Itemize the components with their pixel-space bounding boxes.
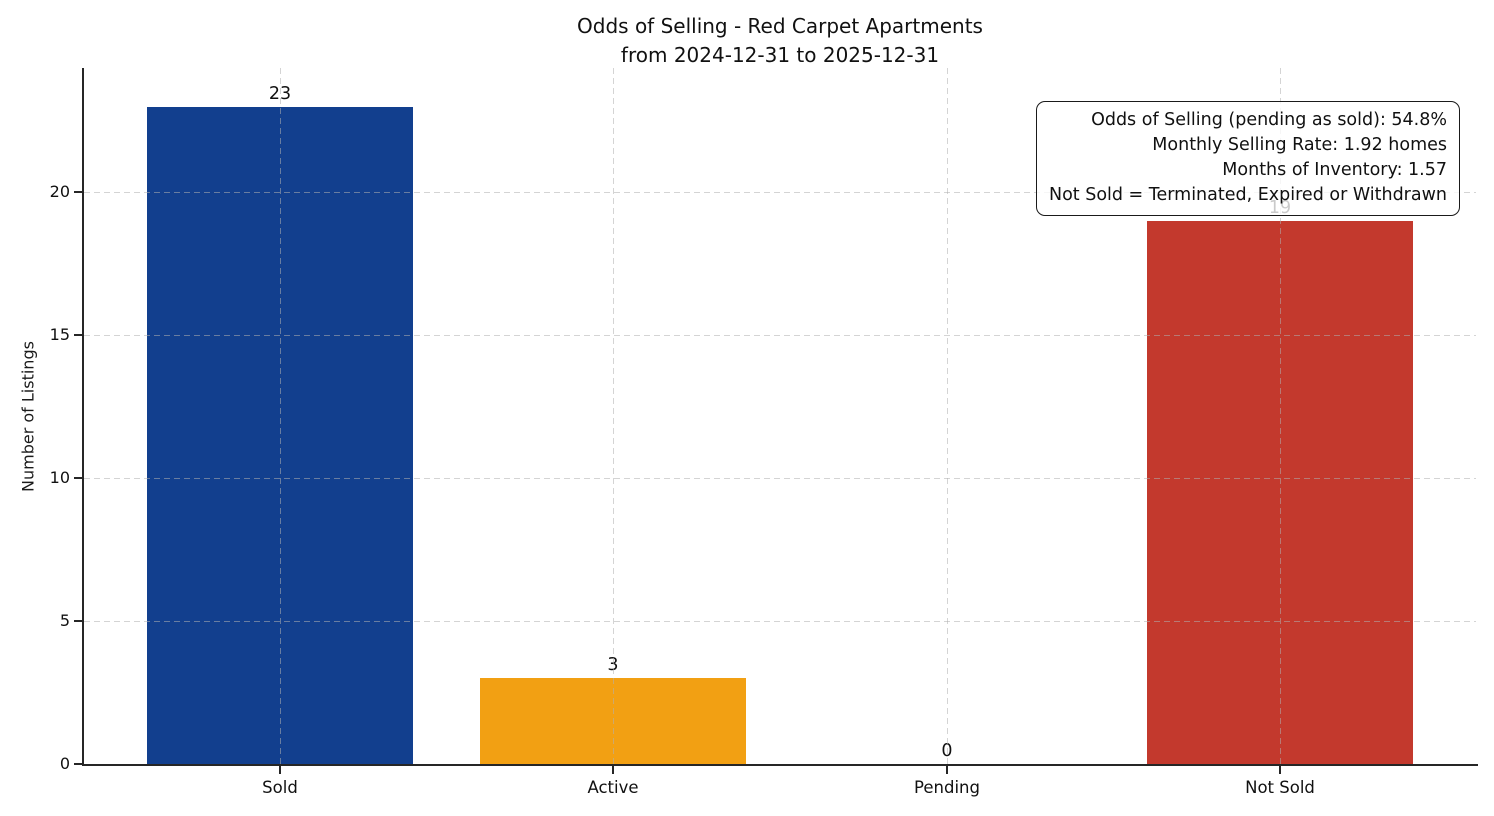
y-tick-mark: [74, 334, 82, 337]
x-tick-label-active: Active: [587, 778, 639, 797]
y-tick-label: 0: [59, 754, 70, 773]
bar-value-label: 3: [573, 655, 653, 675]
annotation-monthly-selling-rate: Monthly Selling Rate: 1.92 homes: [1152, 135, 1447, 155]
vertical-gridline: [280, 68, 281, 764]
plot-area: 233019: [84, 68, 1476, 764]
x-tick-mark: [279, 766, 281, 774]
horizontal-gridline: [84, 192, 1476, 194]
vertical-gridline: [947, 68, 948, 764]
x-tick-mark: [946, 766, 948, 774]
annotation-odds-of-selling: Odds of Selling (pending as sold): 54.8%: [1091, 110, 1447, 130]
chart-title-line2: from 2024-12-31 to 2025-12-31: [620, 43, 940, 67]
chart-title: Odds of Selling - Red Carpet Apartments …: [84, 12, 1476, 70]
y-tick-label: 10: [49, 468, 70, 488]
horizontal-gridline: [84, 478, 1476, 480]
bar-value-label: 0: [907, 741, 987, 761]
y-tick-label: 15: [49, 325, 70, 345]
y-tick-mark: [74, 763, 82, 765]
annotation-not-sold-definition: Not Sold = Terminated, Expired or Withdr…: [1048, 185, 1447, 205]
y-tick-label: 5: [59, 611, 70, 631]
x-tick-label-not-sold: Not Sold: [1245, 778, 1315, 797]
x-tick-mark: [1279, 766, 1281, 774]
chart-title-line1: Odds of Selling - Red Carpet Apartments: [577, 14, 983, 38]
horizontal-gridline: [84, 621, 1476, 623]
y-tick-mark: [74, 620, 82, 623]
x-tick-label-pending: Pending: [914, 778, 980, 797]
vertical-gridline: [1280, 68, 1281, 764]
vertical-gridline: [613, 68, 614, 764]
x-tick-mark: [612, 766, 614, 774]
stats-annotation-box: Odds of Selling (pending as sold): 54.8%…: [1035, 101, 1460, 216]
x-tick-label-sold: Sold: [262, 778, 298, 797]
y-tick-mark: [74, 191, 82, 194]
y-axis-spine: [82, 68, 84, 766]
annotation-months-of-inventory: Months of Inventory: 1.57: [1222, 160, 1447, 180]
horizontal-gridline: [84, 335, 1476, 337]
y-tick-label: 20: [49, 182, 70, 202]
y-tick-mark: [74, 477, 82, 480]
x-axis-spine: [82, 764, 1478, 766]
